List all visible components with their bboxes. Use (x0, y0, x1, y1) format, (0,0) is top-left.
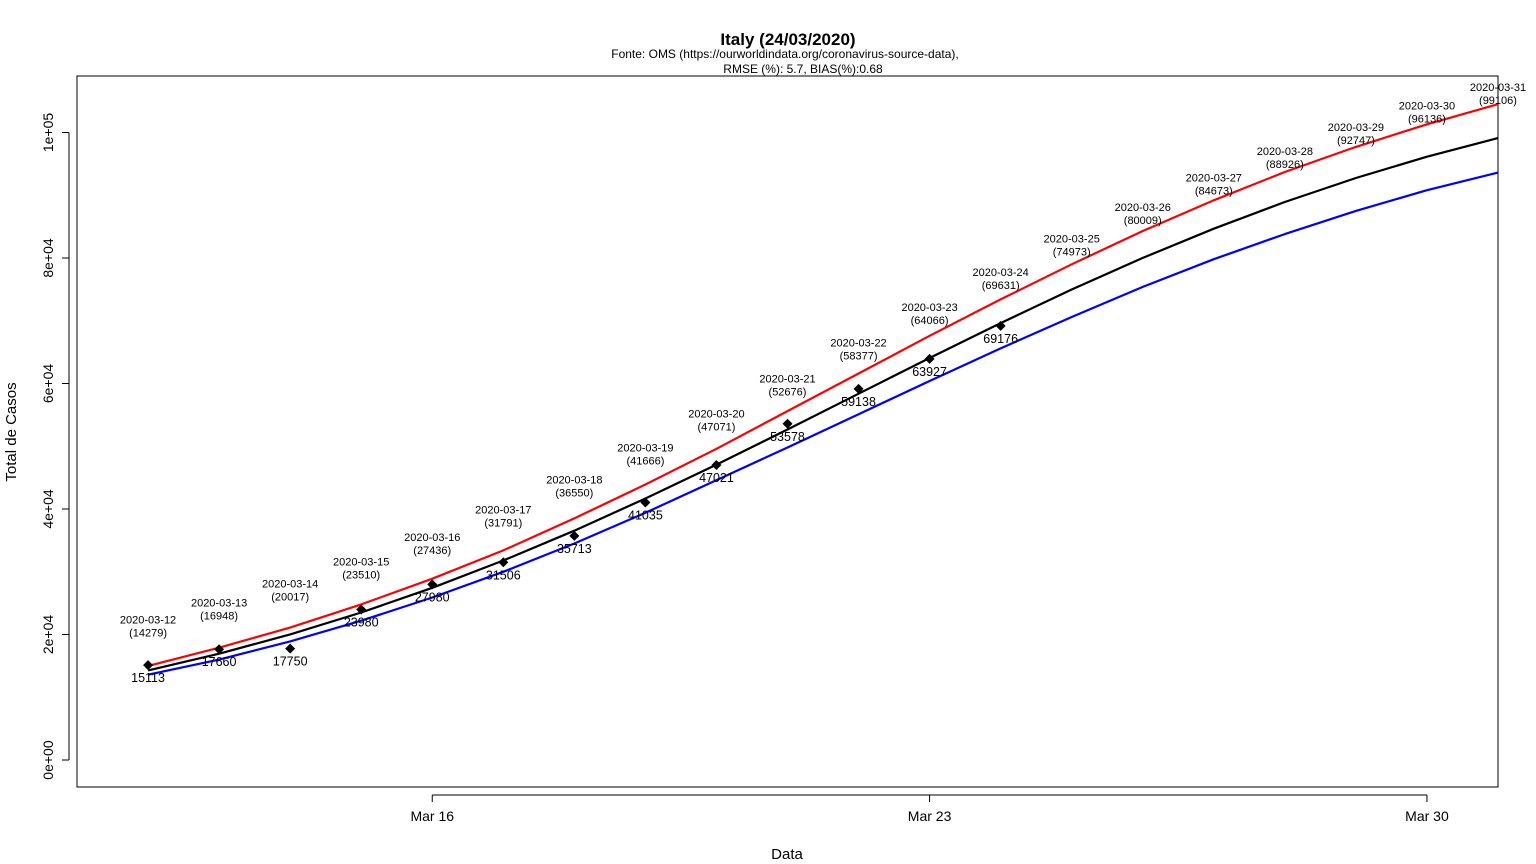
predicted-value-label: (47071) (697, 422, 735, 434)
predicted-value-label: (36550) (555, 488, 593, 500)
predicted-date-label: 2020-03-27 (1186, 173, 1242, 185)
observed-point (782, 418, 793, 429)
observed-value-label: 31506 (486, 568, 521, 582)
predicted-value-label: (88926) (1266, 159, 1304, 171)
predicted-value-label: (64066) (911, 315, 949, 327)
predicted-value-label: (16948) (200, 611, 238, 623)
predicted-date-label: 2020-03-26 (1115, 202, 1171, 214)
predicted-value-label: (20017) (271, 591, 309, 603)
observed-value-label: 47021 (699, 471, 734, 485)
predicted-value-label: (52676) (769, 386, 807, 398)
y-tick-label: 4e+04 (40, 489, 56, 529)
observed-point (569, 530, 580, 541)
observed-value-label: 53578 (770, 430, 805, 444)
predicted-value-label: (99106) (1479, 95, 1517, 107)
y-tick-label: 6e+04 (40, 364, 56, 404)
predicted-date-label: 2020-03-18 (546, 475, 602, 487)
observed-point (427, 579, 438, 590)
predicted-value-label: (41666) (626, 456, 664, 468)
predicted-date-label: 2020-03-15 (333, 556, 389, 568)
observed-value-label: 17660 (202, 655, 237, 669)
predicted-date-label: 2020-03-14 (262, 578, 318, 590)
predicted-value-label: (23510) (342, 569, 380, 581)
observed-value-label: 35713 (557, 542, 592, 556)
observed-value-label: 27980 (415, 590, 450, 604)
observed-point (924, 353, 935, 364)
predicted-date-label: 2020-03-24 (973, 267, 1029, 279)
observed-value-label: 17750 (273, 655, 308, 669)
predicted-value-label: (31791) (484, 518, 522, 530)
chart-subtitle-line-2: RMSE (%): 5.7, BIAS(%):0.68 (723, 62, 883, 76)
x-tick-label: Mar 30 (1405, 808, 1449, 824)
y-tick-label: 0e+00 (40, 740, 56, 780)
observed-value-label: 69176 (983, 332, 1018, 346)
chart-subtitle-line-1: Fonte: OMS (https://ourworldindata.org/c… (611, 47, 958, 61)
observed-point (356, 604, 367, 615)
predicted-value-label: (92747) (1337, 135, 1375, 147)
series-line-1 (147, 137, 1499, 672)
predicted-date-label: 2020-03-29 (1328, 122, 1384, 134)
predicted-labels: 2020-03-12(14279) 2020-03-13(16948) 2020-0… (120, 82, 1526, 639)
predicted-value-label: (96136) (1408, 114, 1446, 126)
x-axis-label: Data (771, 846, 803, 863)
predicted-date-label: 2020-03-19 (617, 443, 673, 455)
y-tick-label: 8e+04 (40, 238, 56, 278)
y-axis-label: Total de Casos (3, 382, 20, 481)
observed-point (498, 557, 509, 568)
predicted-date-label: 2020-03-25 (1044, 234, 1100, 246)
predicted-date-label: 2020-03-17 (475, 505, 531, 517)
y-tick-label: 1e+05 (40, 113, 56, 153)
observed-value-label: 59138 (841, 395, 876, 409)
predicted-value-label: (58377) (840, 351, 878, 363)
predicted-value-label: (69631) (982, 280, 1020, 292)
series-line-2 (147, 171, 1499, 676)
observed-value-label: 63927 (912, 365, 947, 379)
observed-point (640, 497, 651, 508)
predicted-date-label: 2020-03-23 (901, 302, 957, 314)
x-axis: Mar 16 Mar 23 Mar 30 (410, 794, 1449, 824)
predicted-value-label: (80009) (1124, 215, 1162, 227)
observed-value-label: 41035 (628, 509, 663, 523)
chart-title: Italy (24/03/2020) (720, 30, 855, 49)
observed-point (143, 660, 154, 671)
x-tick-label: Mar 23 (908, 808, 952, 824)
predicted-date-label: 2020-03-12 (120, 614, 176, 626)
observed-point (214, 644, 225, 655)
series-line-0 (147, 103, 1499, 667)
series-lines (147, 103, 1499, 676)
observed-point (711, 459, 722, 470)
predicted-date-label: 2020-03-22 (830, 338, 886, 350)
predicted-value-label: (14279) (129, 627, 167, 639)
predicted-value-label: (74973) (1053, 247, 1091, 259)
predicted-date-label: 2020-03-16 (404, 532, 460, 544)
observed-point (853, 383, 864, 394)
observed-value-label: 23980 (344, 616, 379, 630)
x-tick-label: Mar 16 (410, 808, 454, 824)
predicted-date-label: 2020-03-13 (191, 598, 247, 610)
predicted-date-label: 2020-03-30 (1399, 101, 1455, 113)
observed-value-label: 15113 (131, 671, 165, 685)
observed-point (995, 320, 1006, 331)
predicted-date-label: 2020-03-21 (759, 373, 815, 385)
y-axis: 0e+00 2e+04 4e+04 6e+04 8e+04 1e+05 (40, 113, 70, 780)
plot-frame (76, 75, 1499, 788)
predicted-value-label: (84673) (1195, 186, 1233, 198)
y-tick-label: 2e+04 (40, 615, 56, 655)
predicted-date-label: 2020-03-31 (1470, 82, 1526, 94)
observed-point (285, 643, 296, 654)
predicted-date-label: 2020-03-28 (1257, 146, 1313, 158)
predicted-date-label: 2020-03-20 (688, 409, 744, 421)
predicted-value-label: (27436) (413, 545, 451, 557)
observed-points: 15113 17660 17750 23980 27980 31506 35713 41035… (131, 320, 1018, 685)
